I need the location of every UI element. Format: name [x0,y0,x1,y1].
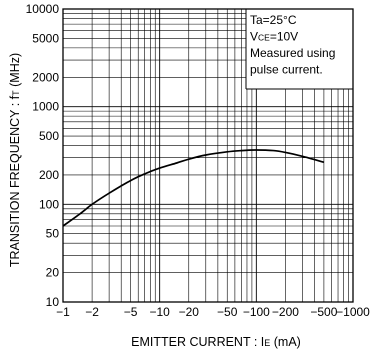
y-axis-label: TRANSITION FREQUENCY : fT (MHz) [8,53,22,267]
y-tick-label: 20 [46,266,60,280]
x-tick-label: −2 [85,305,99,319]
y-tick-label: 5000 [32,31,59,45]
y-tick-label: 100 [39,197,59,211]
annotation-text: Measured using [250,46,335,60]
x-tick-labels: −1 −2 −5 −10 −20 −50 −100 −200 −500−1000 [56,305,370,319]
y-tick-labels: 10 20 50 100 200 500 1000 2000 5000 10000 [26,2,60,309]
plot-frame [62,8,354,303]
annotation-text: pulse current. [250,63,323,77]
y-tick-label: 2000 [32,70,59,84]
annotation-text: VCE=10V [250,30,298,44]
annotation-box: Ta=25°C VCE=10V Measured using pulse curren… [245,9,353,90]
x-tick-label: −5 [124,305,138,319]
x-tick-label: −20 [179,305,200,319]
x-tick-label: −500 [310,305,337,319]
y-tick-label: 500 [39,129,59,143]
y-tick-label: 50 [46,227,60,241]
x-tick-label: −1 [56,305,70,319]
y-tick-label: 200 [39,168,59,182]
x-tick-label: −50 [217,305,238,319]
annotation-background [246,9,353,89]
x-tick-label: −100 [243,305,270,319]
y-tick-label: 10 [46,295,60,309]
x-axis-label: EMITTER CURRENT : IE (mA) [131,335,301,349]
series-line [62,149,325,227]
y-tick-label: 10000 [26,2,60,16]
x-tick-label: −200 [272,305,299,319]
series-layer [62,149,325,227]
x-tick-label: −10 [149,305,170,319]
y-tick-label: 1000 [32,100,59,114]
annotation-text: Ta=25°C [250,13,297,27]
x-tick-label: −1000 [336,305,370,319]
